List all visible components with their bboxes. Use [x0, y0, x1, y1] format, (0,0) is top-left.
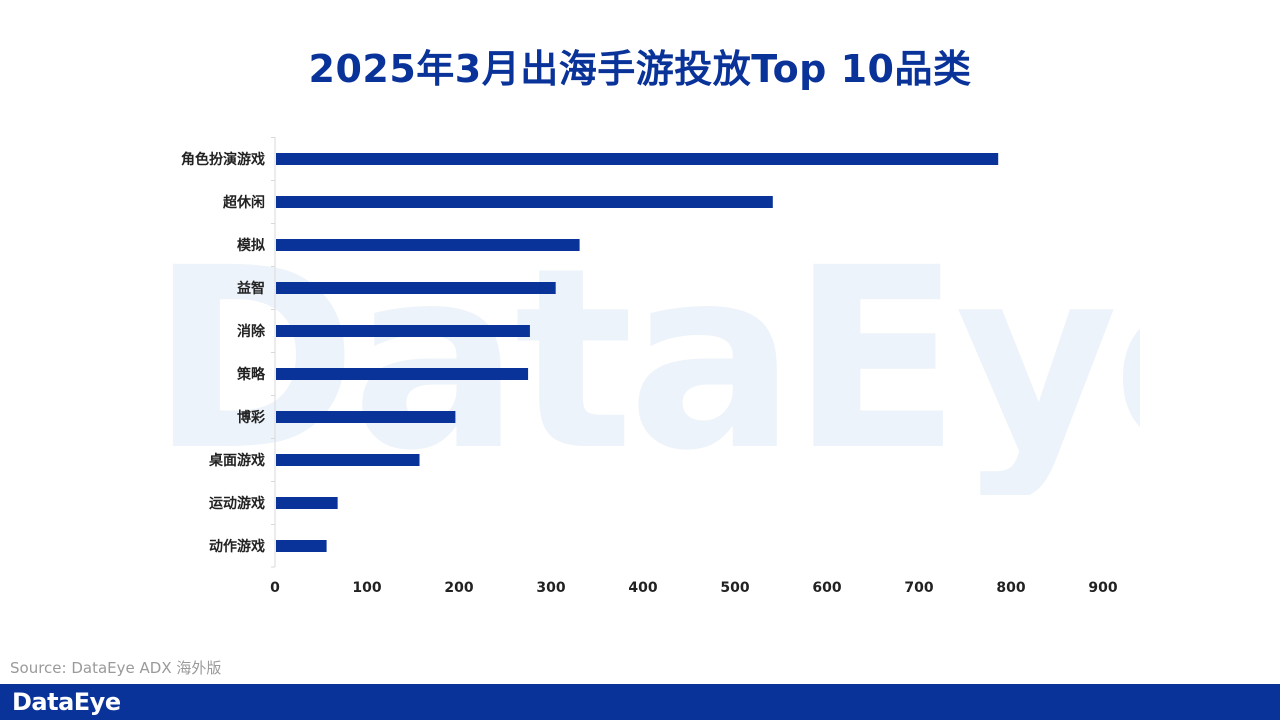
category-label: 博彩 — [237, 409, 265, 426]
x-tick-label: 600 — [812, 580, 841, 596]
watermark-logo: DataEye — [150, 225, 1140, 495]
bar — [276, 497, 338, 509]
category-label: 策略 — [236, 366, 266, 383]
category-label: 益智 — [237, 280, 265, 297]
bar — [276, 153, 999, 165]
x-tick-label: 0 — [270, 580, 280, 596]
source-note: Source: DataEye ADX 海外版 — [10, 659, 222, 677]
x-tick-label: 100 — [352, 580, 381, 596]
x-tick-label: 700 — [904, 580, 933, 596]
category-label: 运动游戏 — [209, 495, 265, 512]
category-label: 超休闲 — [222, 194, 265, 211]
category-label: 消除 — [237, 323, 266, 340]
category-label: 桌面游戏 — [209, 452, 265, 469]
x-tick-label: 200 — [444, 580, 473, 596]
x-tick-label: 900 — [1088, 580, 1117, 596]
bar — [276, 454, 420, 466]
category-label: 角色扮演游戏 — [181, 151, 265, 168]
bar — [276, 196, 773, 208]
x-tick-label: 800 — [996, 580, 1025, 596]
bar — [276, 411, 456, 423]
bar — [276, 540, 327, 552]
bar — [276, 282, 556, 294]
x-tick-label: 400 — [628, 580, 657, 596]
x-tick-label: 500 — [720, 580, 749, 596]
chart-title: 2025年3月出海手游投放Top 10品类 — [308, 47, 972, 91]
bar — [276, 239, 580, 251]
bar — [276, 368, 529, 380]
x-tick-label: 300 — [536, 580, 565, 596]
category-label: 动作游戏 — [209, 538, 265, 555]
footer-logo: DataEye — [12, 688, 121, 716]
bar — [276, 325, 530, 337]
category-label: 模拟 — [237, 237, 265, 254]
footer-bar: DataEye — [0, 684, 1280, 720]
